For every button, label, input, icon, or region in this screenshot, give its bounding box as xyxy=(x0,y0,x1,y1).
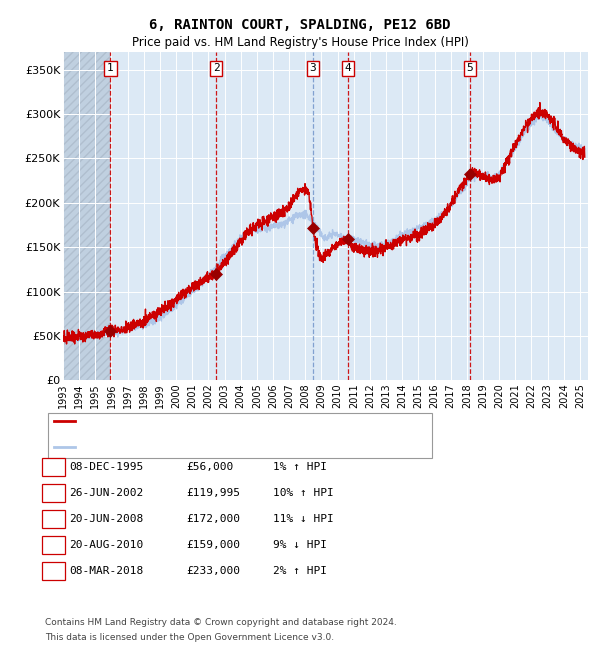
Text: £56,000: £56,000 xyxy=(186,462,233,472)
Text: Contains HM Land Registry data © Crown copyright and database right 2024.: Contains HM Land Registry data © Crown c… xyxy=(45,618,397,627)
Text: 3: 3 xyxy=(310,64,316,73)
Text: 08-MAR-2018: 08-MAR-2018 xyxy=(69,566,143,576)
Text: 9% ↓ HPI: 9% ↓ HPI xyxy=(273,540,327,550)
Text: £172,000: £172,000 xyxy=(186,514,240,524)
Text: 1: 1 xyxy=(50,462,57,472)
Text: 4: 4 xyxy=(344,64,352,73)
Bar xyxy=(63,52,110,380)
Text: Price paid vs. HM Land Registry's House Price Index (HPI): Price paid vs. HM Land Registry's House … xyxy=(131,36,469,49)
Text: 1: 1 xyxy=(107,64,114,73)
Text: 3: 3 xyxy=(50,514,57,524)
Text: 10% ↑ HPI: 10% ↑ HPI xyxy=(273,488,334,498)
Text: 5: 5 xyxy=(466,64,473,73)
Bar xyxy=(63,52,110,380)
Text: This data is licensed under the Open Government Licence v3.0.: This data is licensed under the Open Gov… xyxy=(45,633,334,642)
Text: 2% ↑ HPI: 2% ↑ HPI xyxy=(273,566,327,576)
Text: 1% ↑ HPI: 1% ↑ HPI xyxy=(273,462,327,472)
Text: 6, RAINTON COURT, SPALDING, PE12 6BD: 6, RAINTON COURT, SPALDING, PE12 6BD xyxy=(149,18,451,32)
Text: £119,995: £119,995 xyxy=(186,488,240,498)
Text: 20-JUN-2008: 20-JUN-2008 xyxy=(69,514,143,524)
Text: 2: 2 xyxy=(50,488,57,498)
Text: 26-JUN-2002: 26-JUN-2002 xyxy=(69,488,143,498)
Text: 5: 5 xyxy=(50,566,57,576)
Text: 08-DEC-1995: 08-DEC-1995 xyxy=(69,462,143,472)
Text: 2: 2 xyxy=(213,64,220,73)
Text: £159,000: £159,000 xyxy=(186,540,240,550)
Text: 20-AUG-2010: 20-AUG-2010 xyxy=(69,540,143,550)
Text: £233,000: £233,000 xyxy=(186,566,240,576)
Text: 6, RAINTON COURT, SPALDING, PE12 6BD (detached house): 6, RAINTON COURT, SPALDING, PE12 6BD (de… xyxy=(78,415,404,426)
Text: 4: 4 xyxy=(50,540,57,550)
Text: HPI: Average price, detached house, South Holland: HPI: Average price, detached house, Sout… xyxy=(78,441,357,452)
Text: 11% ↓ HPI: 11% ↓ HPI xyxy=(273,514,334,524)
